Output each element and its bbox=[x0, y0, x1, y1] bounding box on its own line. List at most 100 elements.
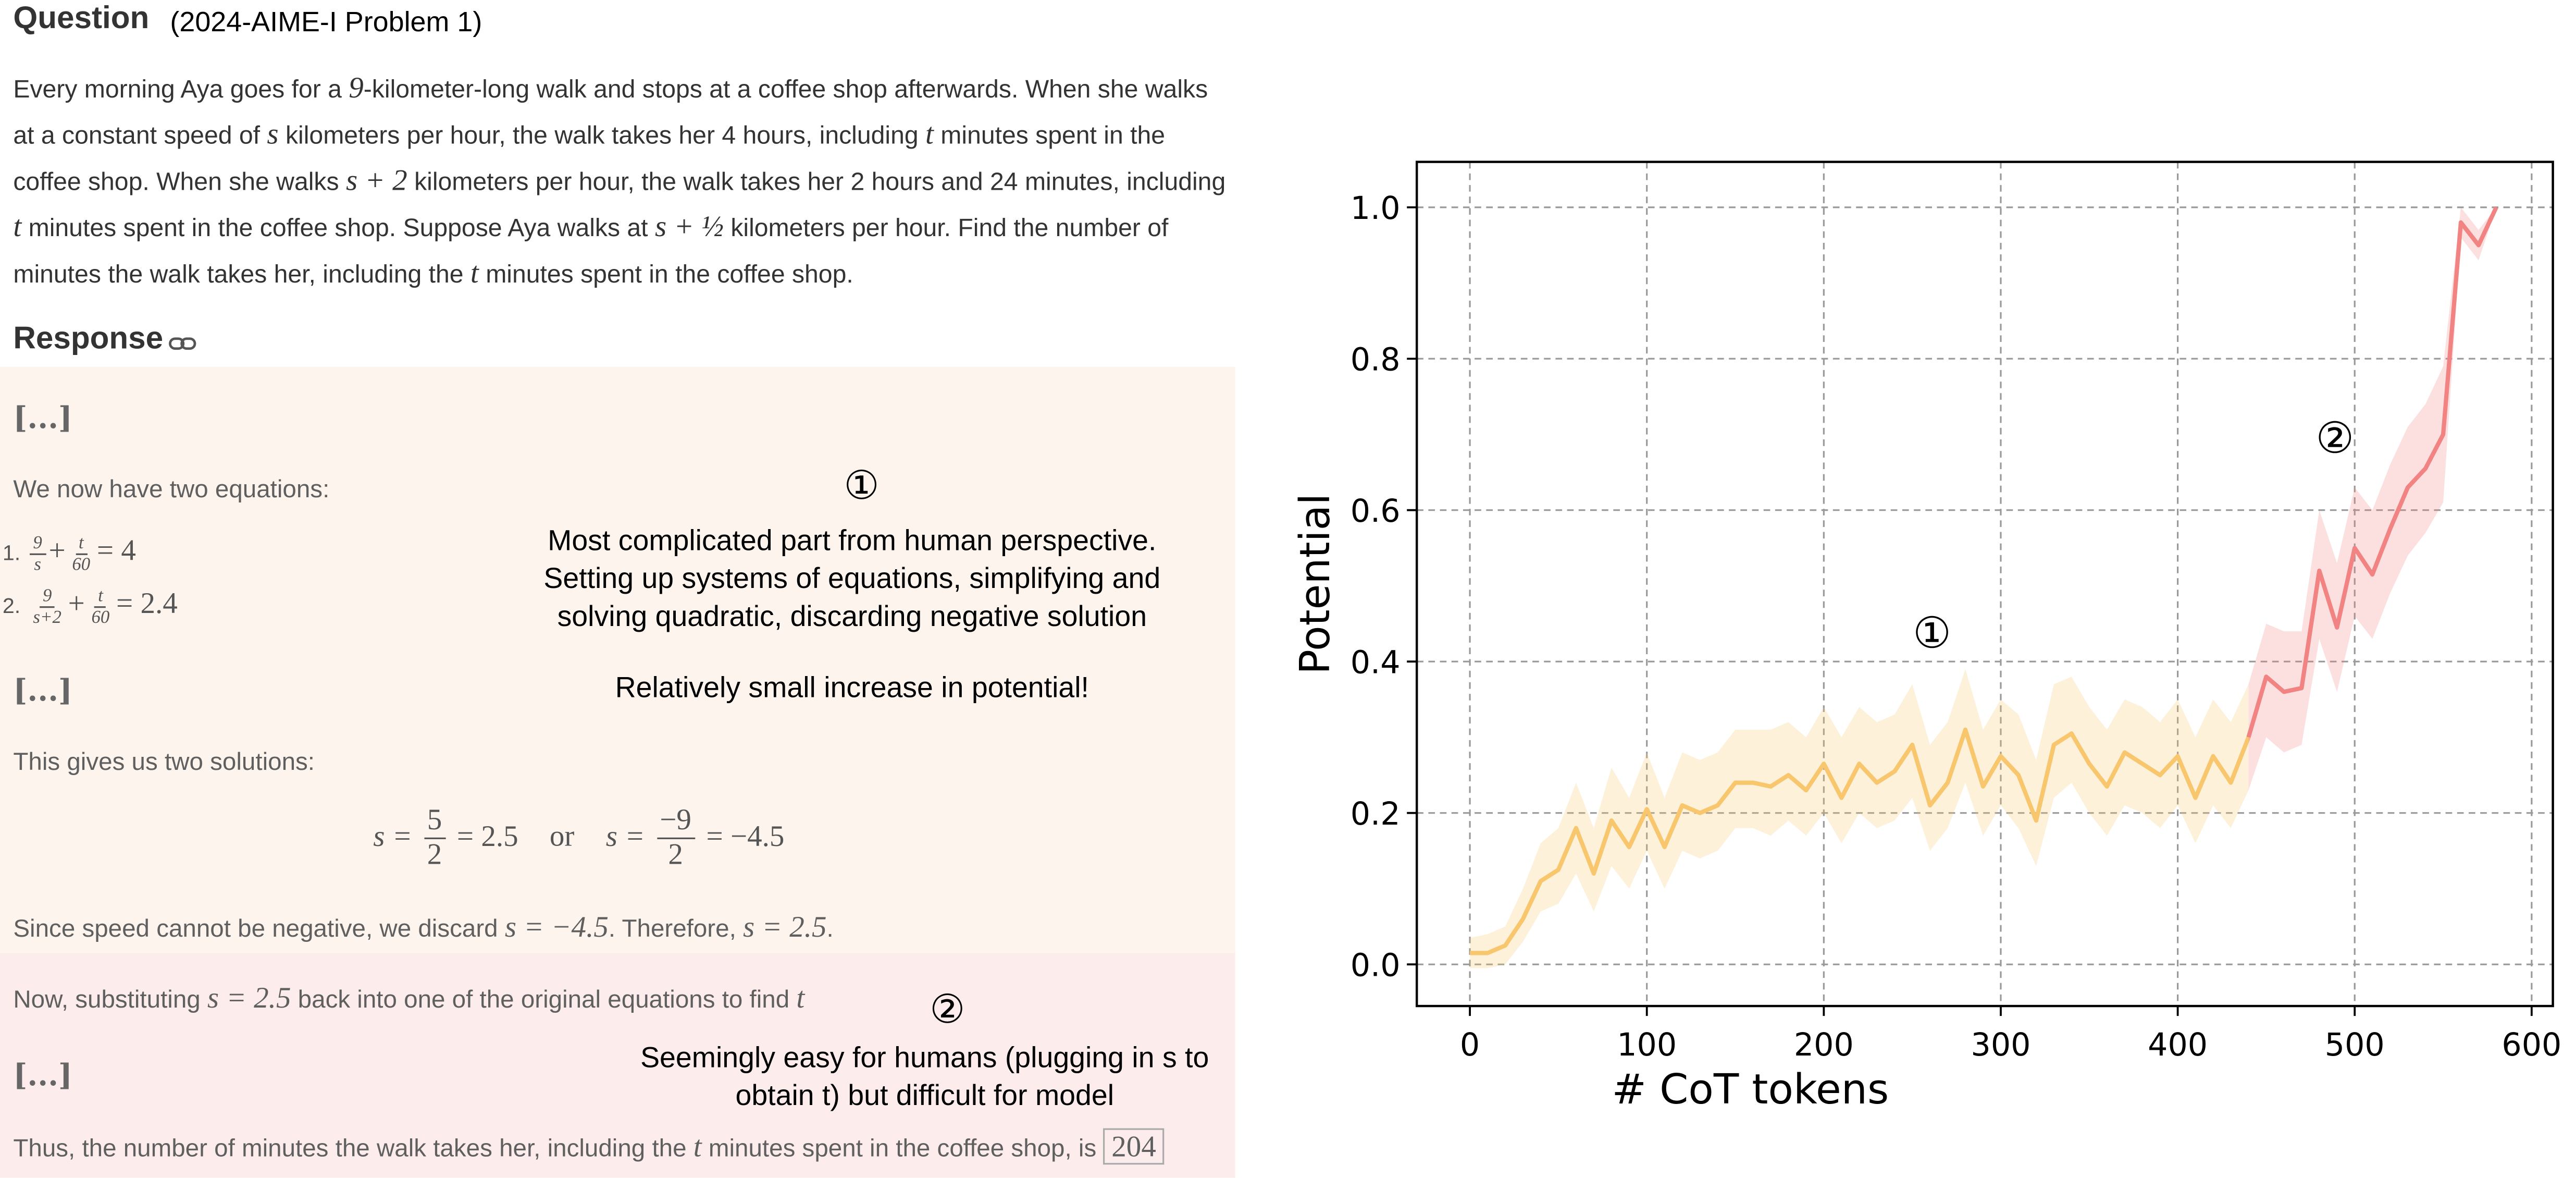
math: = 2.5 bbox=[456, 819, 518, 853]
prose: kilometers per hour. Find the number of … bbox=[13, 214, 1169, 289]
line bbox=[2246, 206, 2498, 738]
fraction: t 60 bbox=[88, 586, 113, 628]
prose: Every morning Aya goes for a bbox=[13, 76, 349, 104]
y-axis-label: Potential bbox=[1291, 494, 1339, 674]
math: = −4.5 bbox=[706, 819, 785, 853]
confidence-band bbox=[2248, 207, 2496, 791]
numerator: 9 bbox=[39, 586, 55, 608]
math: t bbox=[13, 210, 22, 243]
question-heading: Question bbox=[13, 2, 150, 36]
math: s + ½ bbox=[654, 210, 724, 243]
denominator: s+2 bbox=[33, 608, 61, 628]
numerator: t bbox=[94, 586, 107, 608]
x-tick-label: 200 bbox=[1794, 1027, 1854, 1063]
question-text: Every morning Aya goes for a 9-kilometer… bbox=[13, 66, 1235, 298]
denominator: 60 bbox=[91, 608, 110, 628]
note-text: Most complicated part from human perspec… bbox=[543, 523, 1161, 633]
note-marker: ② bbox=[930, 988, 965, 1033]
fraction: 9s bbox=[30, 534, 46, 575]
equals: = 2.4 bbox=[116, 586, 178, 620]
prose: kilometers per hour, the walk takes her … bbox=[407, 168, 1226, 197]
prose: back into one of the original equations … bbox=[291, 986, 797, 1014]
prose: . bbox=[826, 915, 834, 943]
prose: minutes spent in the coffee shop. When s… bbox=[13, 122, 1166, 197]
denominator: 2 bbox=[668, 837, 683, 870]
math: s = 2.5 bbox=[207, 981, 291, 1014]
x-tick-label: 100 bbox=[1617, 1027, 1677, 1063]
omission: [...] bbox=[13, 674, 72, 709]
text: We now have two equations: bbox=[13, 475, 330, 504]
annotation: ① bbox=[1913, 608, 1951, 658]
math: t bbox=[796, 981, 805, 1014]
math: t bbox=[925, 117, 934, 151]
x-tick-label: 500 bbox=[2325, 1027, 2385, 1063]
math: s = −4.5 bbox=[504, 910, 609, 943]
math: or bbox=[549, 819, 575, 853]
fraction: 9s+2 bbox=[30, 586, 65, 628]
highlight-region-2 bbox=[0, 953, 1235, 1178]
math: s = bbox=[373, 819, 413, 853]
equals: = 4 bbox=[96, 533, 136, 567]
prose: Since speed cannot be negative, we disca… bbox=[13, 915, 505, 943]
denominator: 2 bbox=[427, 837, 442, 870]
prose: Now, substituting bbox=[13, 986, 207, 1014]
link-icon[interactable] bbox=[168, 332, 198, 355]
math: t bbox=[470, 256, 479, 289]
y-tick-label: 0.2 bbox=[1351, 796, 1401, 832]
fraction: −9 2 bbox=[656, 803, 695, 872]
omission: [...] bbox=[13, 1059, 72, 1094]
denominator: s bbox=[34, 555, 41, 575]
x-tick-label: 300 bbox=[1971, 1027, 2031, 1063]
operator: + bbox=[48, 533, 66, 567]
y-tick-label: 0.6 bbox=[1351, 493, 1401, 530]
numerator: 9 bbox=[30, 534, 46, 556]
prose: . Therefore, bbox=[608, 915, 744, 943]
text: This gives us two solutions: bbox=[13, 748, 315, 777]
note-remark: Relatively small increase in potential! bbox=[615, 670, 1089, 704]
text: Since speed cannot be negative, we disca… bbox=[13, 910, 833, 945]
math: t bbox=[693, 1130, 702, 1163]
note-marker: ① bbox=[844, 464, 880, 509]
math: s + 2 bbox=[345, 163, 407, 197]
y-tick-label: 0.8 bbox=[1351, 341, 1401, 378]
numerator: 5 bbox=[424, 803, 445, 839]
y-tick-label: 1.0 bbox=[1351, 190, 1401, 227]
omission: [...] bbox=[13, 401, 72, 436]
equation: 9s+2+t60= 2.4 bbox=[27, 578, 178, 631]
question-source: (2024-AIME-I Problem 1) bbox=[170, 6, 482, 38]
fraction: t 60 bbox=[69, 534, 94, 575]
x-tick-label: 600 bbox=[2501, 1027, 2561, 1063]
math: s bbox=[267, 117, 279, 151]
response-heading: Response bbox=[13, 322, 164, 357]
equation-list: 9s+t60= 4 9s+2+t60= 2.4 bbox=[0, 525, 178, 631]
line bbox=[1470, 727, 2251, 955]
text: Thus, the number of minutes the walk tak… bbox=[13, 1128, 1165, 1165]
math: 9 bbox=[349, 71, 364, 104]
x-tick-label: 400 bbox=[2148, 1027, 2208, 1063]
prose: minutes spent in the coffee shop, is bbox=[701, 1135, 1104, 1163]
y-tick-label: 0.4 bbox=[1351, 644, 1401, 681]
operator: + bbox=[68, 586, 85, 620]
answer-box: 204 bbox=[1103, 1128, 1165, 1165]
numerator: t bbox=[75, 534, 87, 556]
prose: minutes spent in the coffee shop. bbox=[478, 261, 853, 289]
numerator: −9 bbox=[656, 803, 695, 839]
prose: -kilometer-long walk and stops at a coff… bbox=[13, 76, 1208, 151]
note-text: Seemingly easy for humans (plugging in s… bbox=[640, 1040, 1209, 1112]
highlight-region-1 bbox=[0, 366, 1235, 953]
x-axis-label: # CoT tokens bbox=[1612, 1065, 1889, 1113]
confidence-band bbox=[1470, 669, 2249, 968]
denominator: 60 bbox=[72, 555, 91, 575]
x-tick-label: 0 bbox=[1460, 1027, 1480, 1063]
math: s = 2.5 bbox=[743, 910, 827, 943]
prose: kilometers per hour, the walk takes her … bbox=[278, 122, 926, 151]
annotation: ② bbox=[2315, 413, 2354, 463]
text: Now, substituting s = 2.5 back into one … bbox=[13, 981, 804, 1016]
y-tick-label: 0.0 bbox=[1351, 947, 1401, 984]
equation: 9s+t60= 4 bbox=[27, 525, 178, 578]
